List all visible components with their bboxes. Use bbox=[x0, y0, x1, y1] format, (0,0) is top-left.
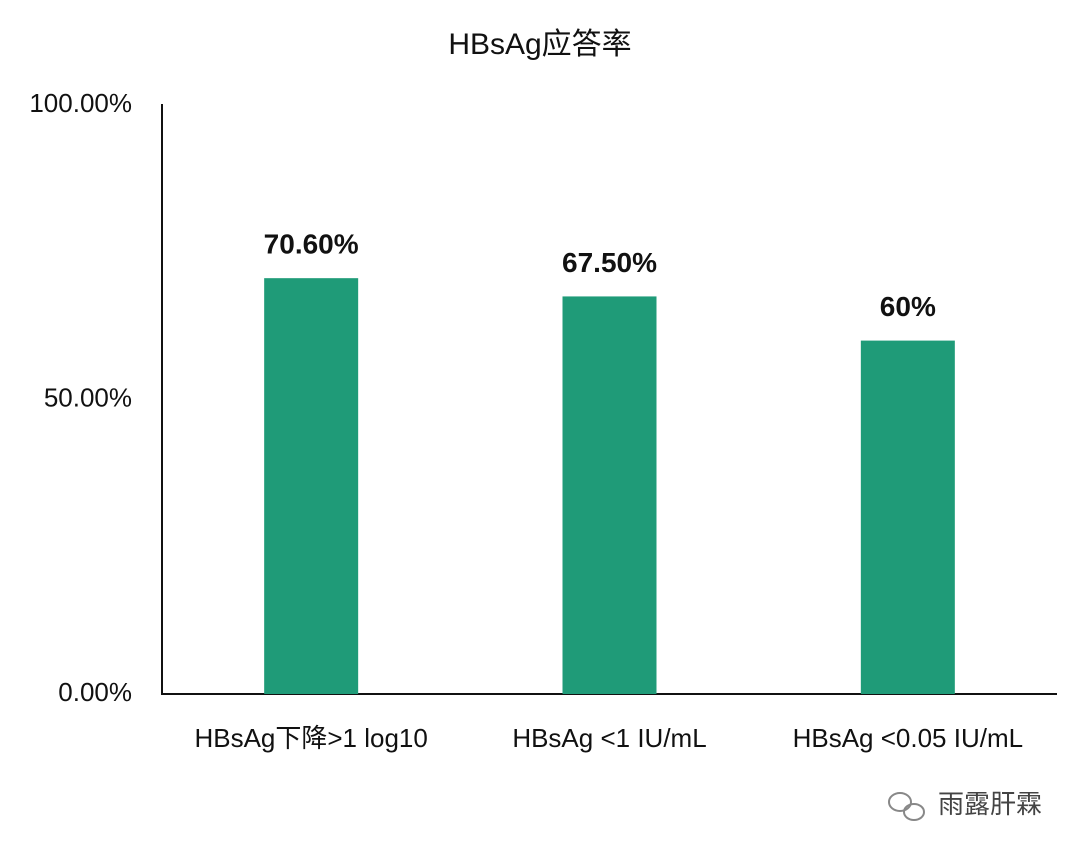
y-tick-label: 100.00% bbox=[29, 88, 132, 118]
x-tick-label: HBsAg下降>1 log10 bbox=[194, 723, 427, 753]
watermark-icon bbox=[888, 792, 925, 821]
chart-title: HBsAg应答率 bbox=[448, 28, 631, 61]
value-label: 70.60% bbox=[264, 229, 359, 260]
y-tick-label: 50.00% bbox=[44, 382, 132, 412]
bar bbox=[860, 340, 955, 694]
watermark: 雨露肝霖 bbox=[938, 789, 1042, 819]
value-label: 67.50% bbox=[562, 247, 657, 278]
value-label: 60% bbox=[880, 291, 936, 322]
x-tick-label: HBsAg <1 IU/mL bbox=[512, 723, 706, 753]
y-tick-label: 0.00% bbox=[58, 677, 132, 707]
x-tick-label: HBsAg <0.05 IU/mL bbox=[793, 723, 1024, 753]
bar bbox=[264, 278, 359, 694]
bar bbox=[562, 296, 657, 694]
